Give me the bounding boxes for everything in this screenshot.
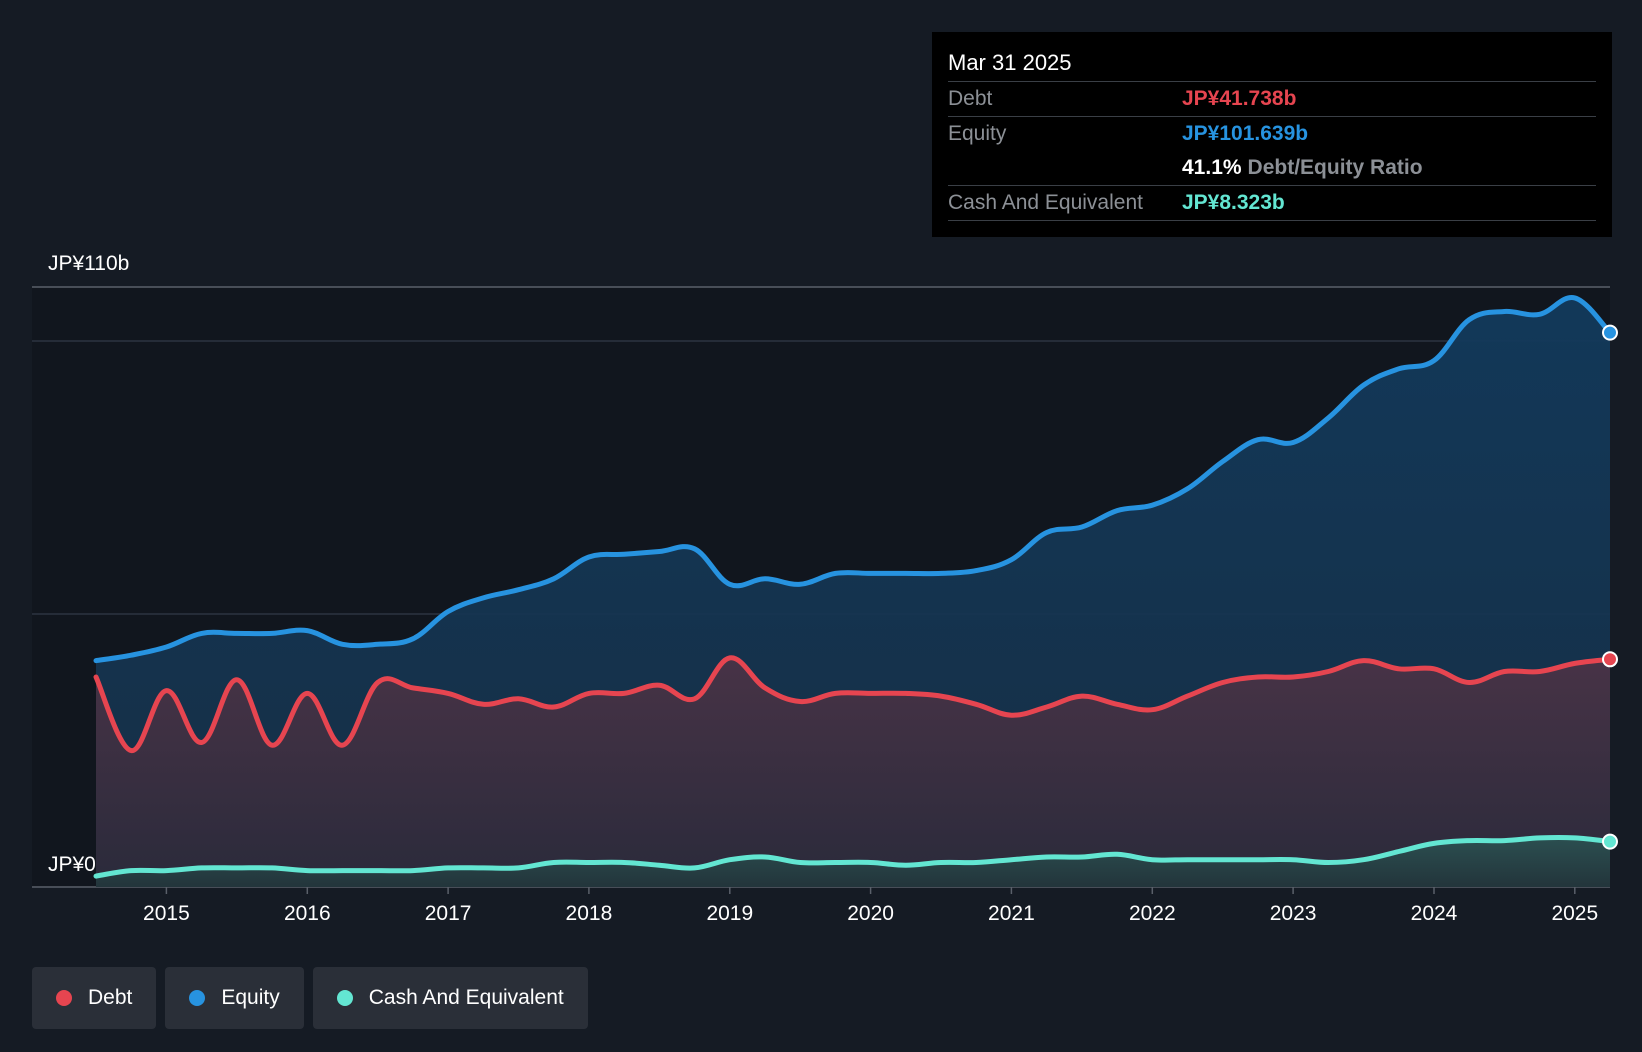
legend-debt-label: Debt [88,986,133,1009]
x-tick-label: 2018 [566,902,613,925]
tooltip-ratio-spacer [948,151,1182,185]
tooltip-date: Mar 31 2025 [948,48,1596,82]
legend-equity-label: Equity [221,986,280,1009]
debt-end-marker[interactable] [1602,651,1618,668]
x-tick-label: 2024 [1411,902,1458,925]
x-tick-label: 2023 [1270,902,1317,925]
hover-tooltip: Mar 31 2025 Debt JP¥41.738b Equity JP¥10… [932,32,1612,237]
debt-area [96,657,1610,887]
debt-line [93,655,1613,754]
x-tick-label: 2015 [143,902,190,925]
y-axis-zero-label: JP¥0 [48,853,96,876]
chart-legend: Debt Equity Cash And Equivalent [32,967,588,1029]
x-tick-label: 2016 [284,902,331,925]
x-tick-label: 2020 [847,902,894,925]
tooltip-cash-label: Cash And Equivalent [948,191,1143,214]
legend-debt-dot-icon [56,990,72,1006]
tooltip-debt-row: Debt JP¥41.738b [948,82,1596,117]
y-axis-max-label: JP¥110b [48,252,129,275]
legend-item-equity[interactable]: Equity [165,967,304,1029]
cash-end-marker[interactable] [1602,833,1618,850]
tooltip-cash-value: JP¥8.323b [1182,191,1285,214]
tooltip-cash-row: Cash And Equivalent JP¥8.323b [948,186,1596,221]
legend-cash-dot-icon [336,990,353,1006]
tooltip-equity-label: Equity [948,122,1007,145]
legend-cash-label: Cash And Equivalent [368,986,564,1009]
tooltip-ratio-label: Debt/Equity Ratio [1247,156,1423,179]
x-tick-label: 2019 [706,902,753,925]
cash-line [93,834,1613,879]
x-tick-label: 2022 [1129,902,1176,925]
tooltip-debt-value: JP¥41.738b [1182,87,1297,110]
tooltip-debt-label: Debt [948,87,993,110]
legend-equity-dot-icon [189,990,206,1006]
tooltip-ratio-row: 41.1% Debt/Equity Ratio [948,151,1596,186]
tooltip-equity-row: Equity JP¥101.639b [948,117,1596,151]
legend-item-cash[interactable]: Cash And Equivalent [312,967,588,1029]
tooltip-equity-value: JP¥101.639b [1182,122,1309,145]
cash-area [96,837,1610,887]
tooltip-ratio-value: 41.1% [1182,156,1242,179]
x-tick-label: 2021 [988,902,1035,925]
x-tick-label: 2017 [425,902,472,925]
x-tick-label: 2025 [1551,902,1598,925]
equity-line [93,295,1613,664]
equity-end-marker[interactable] [1602,324,1618,341]
legend-item-debt[interactable]: Debt [32,967,157,1029]
